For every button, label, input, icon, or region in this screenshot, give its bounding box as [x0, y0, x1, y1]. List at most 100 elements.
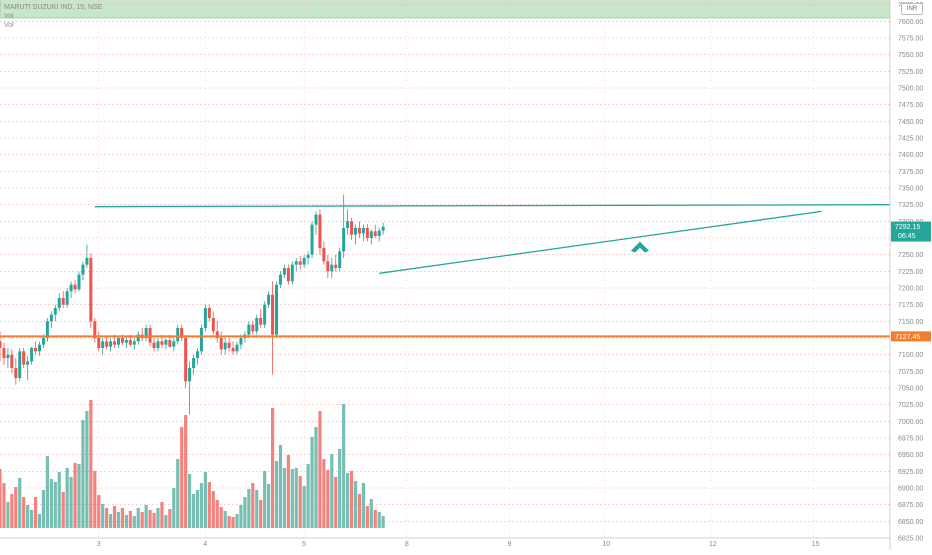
volume-bar	[97, 495, 101, 528]
support-price-label: 7127.45	[895, 334, 920, 341]
volume-bar	[286, 455, 290, 528]
candle-body	[369, 231, 373, 238]
volume-bar	[274, 461, 279, 528]
rising-trendline	[379, 210, 822, 274]
candle-body	[199, 328, 203, 352]
volume-bar	[148, 510, 152, 528]
volume-bar	[326, 470, 330, 528]
candle-body	[89, 258, 93, 322]
candle-body	[30, 348, 34, 362]
candle-body	[239, 338, 243, 345]
x-tick-label: 15	[812, 541, 820, 548]
candle-body	[14, 368, 18, 378]
volume-bar	[37, 514, 42, 528]
volume-bar	[77, 464, 81, 528]
candle-body	[207, 308, 211, 318]
y-tick-label: 7225.00	[898, 269, 923, 276]
volume-bar	[140, 512, 144, 528]
candle-body	[263, 304, 267, 325]
candle-body	[247, 324, 251, 335]
candle-body	[282, 268, 286, 275]
y-tick-label: 7550.00	[898, 52, 923, 59]
volume-bar	[294, 468, 298, 528]
volume-bar	[109, 514, 113, 528]
volume-bar	[14, 487, 18, 528]
candle-body	[168, 340, 172, 347]
candle-body	[93, 321, 97, 338]
candle-body	[294, 261, 298, 265]
volume-bar	[144, 505, 148, 528]
volume-bar	[373, 510, 377, 528]
volume-bar	[247, 489, 251, 528]
volume-bar	[81, 420, 85, 528]
y-tick-label: 7150.00	[898, 319, 923, 326]
candle-body	[219, 338, 223, 350]
y-tick-label: 6825.00	[898, 536, 923, 543]
candle-body	[192, 358, 196, 368]
currency-scale-button[interactable]: INR	[901, 3, 923, 15]
x-tick-label: 4	[203, 541, 207, 548]
volume-bar	[176, 459, 180, 528]
legend-vol-1: Vol	[4, 13, 14, 20]
volume-bar	[282, 468, 286, 528]
y-tick-label: 7600.00	[898, 19, 923, 26]
candle-body	[6, 354, 10, 358]
candle-body	[251, 324, 255, 332]
volume-bar	[231, 517, 235, 528]
volume-bar	[290, 469, 294, 528]
volume-bar	[132, 516, 136, 528]
volume-bar	[160, 502, 164, 528]
volume-bar	[235, 514, 239, 528]
x-tick-label: 9	[508, 541, 512, 548]
volume-bar	[357, 494, 362, 528]
volume-bar	[168, 509, 172, 528]
candle-body	[113, 341, 117, 345]
volume-bar	[243, 497, 247, 528]
volume-bar	[188, 474, 192, 528]
volume-bar	[45, 456, 49, 528]
candle-body	[61, 298, 65, 305]
volume-bar	[365, 506, 369, 528]
volume-bar	[314, 427, 318, 528]
y-tick-label: 7200.00	[898, 286, 923, 293]
y-tick-label: 7500.00	[898, 86, 923, 93]
volume-bar	[318, 411, 322, 528]
candle-body	[373, 231, 377, 236]
volume-bar	[180, 427, 184, 528]
volume-bar	[172, 488, 176, 528]
volume-bar	[61, 492, 65, 528]
candle-body	[286, 268, 290, 282]
volume-bar	[22, 497, 26, 528]
candle-body	[180, 328, 184, 338]
volume-bar	[199, 483, 204, 528]
volume-bar	[259, 500, 263, 528]
candle-body	[117, 338, 120, 345]
volume-bar	[26, 505, 30, 528]
volume-bar	[41, 490, 46, 528]
volume-bar	[203, 472, 207, 528]
y-tick-label: 7375.00	[898, 169, 923, 176]
volume-bar	[239, 505, 243, 528]
volume-bar	[223, 511, 227, 528]
candle-body	[275, 284, 278, 335]
candle-body	[41, 338, 45, 345]
candle-body	[361, 228, 365, 234]
candle-body	[152, 342, 156, 348]
candle-body	[346, 221, 350, 228]
volume-bar	[112, 506, 117, 528]
volume-bar	[128, 511, 132, 528]
y-tick-label: 6975.00	[898, 436, 923, 443]
volume-bar	[346, 473, 350, 528]
volume-bar	[85, 411, 89, 528]
candle-body	[128, 340, 132, 345]
candle-body	[215, 331, 219, 338]
candle-body	[235, 344, 239, 352]
candle-body	[10, 354, 14, 368]
candle-body	[267, 294, 271, 305]
candle-body	[45, 321, 49, 338]
candle-body	[144, 328, 148, 338]
candle-body	[77, 274, 81, 290]
volume-bar	[0, 469, 2, 528]
